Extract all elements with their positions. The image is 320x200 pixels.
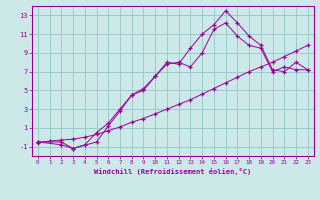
X-axis label: Windchill (Refroidissement éolien,°C): Windchill (Refroidissement éolien,°C) [94, 168, 252, 175]
